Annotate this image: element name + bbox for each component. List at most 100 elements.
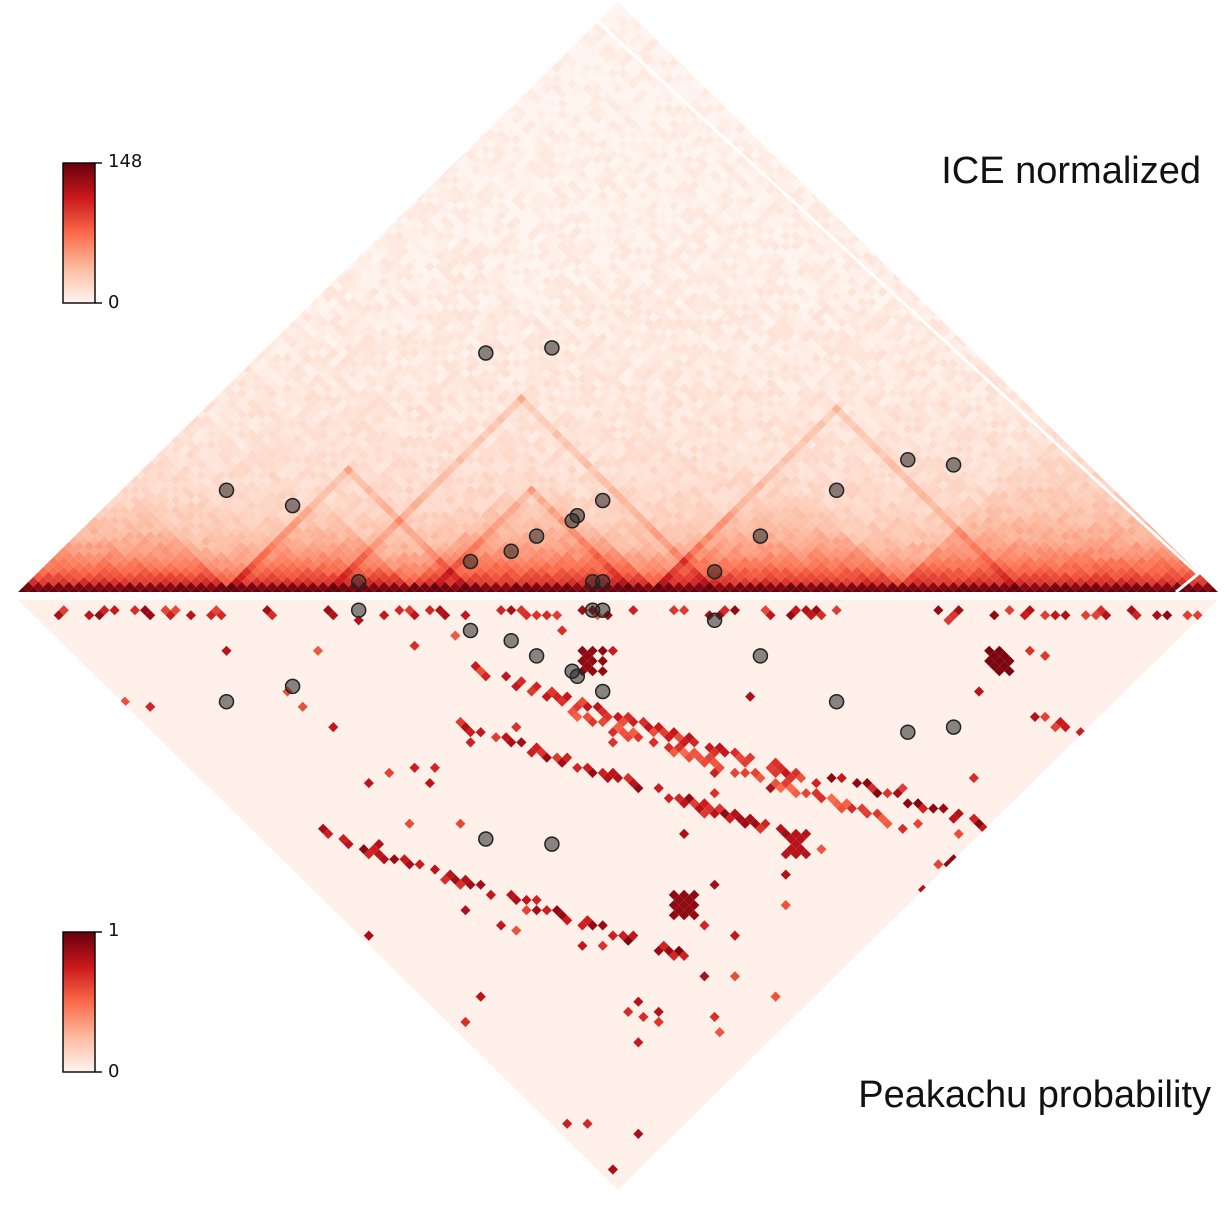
heatmap-cell [480, 185, 491, 196]
heatmap-cell [196, 531, 207, 542]
heatmap-cell [429, 266, 440, 277]
heatmap-cell [318, 368, 329, 379]
heatmap-cell [353, 332, 364, 343]
heatmap-cell [201, 505, 212, 516]
heatmap-cell [567, 129, 578, 140]
heatmap-cell [160, 536, 171, 547]
heatmap-cell [450, 246, 461, 257]
heatmap-cell [363, 261, 374, 272]
heatmap-cell [501, 114, 512, 125]
heatmap-cell [536, 170, 547, 181]
heatmap-cell [94, 551, 105, 562]
heatmap-cell [673, 63, 685, 74]
heatmap-cell [226, 398, 237, 409]
heatmap-cell [307, 480, 318, 491]
heatmap-cell [211, 556, 222, 567]
heatmap-cell [236, 459, 247, 470]
heatmap-cell [231, 546, 242, 557]
heatmap-cell [414, 241, 425, 252]
heatmap-cell [424, 332, 435, 343]
heatmap-cell [480, 236, 491, 247]
heatmap-cell [480, 276, 491, 287]
heatmap-cell [287, 429, 298, 440]
heatmap-cell [546, 78, 557, 89]
heatmap-cell [440, 236, 451, 247]
heatmap-cell [221, 505, 232, 516]
heatmap-cell [597, 78, 608, 89]
heatmap-cell [582, 63, 593, 74]
heatmap-cell [307, 419, 318, 430]
heatmap-cell [196, 470, 207, 481]
heatmap-cell [368, 266, 379, 277]
heatmap-cell [404, 302, 415, 313]
heatmap-cell [424, 281, 435, 292]
heatmap-cell [460, 307, 471, 318]
heatmap-cell [302, 302, 313, 313]
heatmap-cell [638, 78, 649, 89]
heatmap-cell [287, 459, 298, 470]
heatmap-cell [196, 419, 207, 430]
heatmap-cell [363, 383, 374, 394]
heatmap-cell [104, 531, 115, 542]
heatmap-cell [628, 37, 639, 48]
heatmap-cell [307, 398, 318, 409]
heatmap-cell [236, 368, 247, 379]
heatmap-cell [440, 195, 451, 206]
heatmap-cell [546, 68, 557, 79]
heatmap-cell [638, 139, 649, 150]
heatmap-cell [592, 144, 603, 155]
heatmap-cell [541, 73, 552, 84]
heatmap-cell [302, 363, 313, 374]
heatmap-cell [165, 541, 176, 552]
heatmap-cell [623, 12, 634, 23]
heatmap-cell [307, 297, 318, 308]
heatmap-cell [587, 119, 598, 130]
heatmap-cell [140, 525, 151, 537]
heatmap-cell [140, 556, 151, 567]
heatmap-cell [434, 332, 446, 343]
heatmap-cell [196, 490, 207, 501]
heatmap-cell [160, 525, 171, 537]
heatmap-cell [628, 27, 639, 38]
heatmap-cell [460, 164, 471, 176]
heatmap-cell [363, 302, 374, 313]
heatmap-cell [521, 256, 532, 267]
heatmap-cell [648, 58, 659, 69]
heatmap-cell [119, 495, 130, 506]
heatmap-cell [465, 292, 476, 303]
heatmap-cell [363, 251, 374, 262]
heatmap-cell [307, 470, 318, 481]
heatmap-cell [328, 449, 339, 460]
heatmap-cell [562, 63, 573, 74]
heatmap-cell [496, 231, 507, 242]
heatmap-cell [211, 576, 222, 587]
heatmap-cell [272, 505, 283, 516]
heatmap-cell [318, 358, 329, 369]
heatmap-cell [216, 429, 227, 440]
heatmap-cell [562, 144, 573, 155]
heatmap-cell [348, 358, 359, 369]
heatmap-cell [399, 256, 410, 267]
heatmap-cell [318, 429, 329, 440]
heatmap-cell [353, 414, 364, 425]
heatmap-cell [623, 134, 634, 145]
heatmap-cell [511, 266, 522, 277]
heatmap-cell [480, 134, 491, 145]
heatmap-cell [485, 159, 496, 170]
heatmap-cell [373, 271, 385, 282]
heatmap-cell [409, 327, 420, 338]
heatmap-cell [201, 546, 212, 557]
heatmap-cell [562, 93, 573, 104]
heatmap-cell [211, 403, 222, 414]
heatmap-cell [607, 37, 618, 48]
heatmap-cell [180, 546, 191, 557]
heatmap-cell [348, 388, 359, 399]
heatmap-cell [165, 551, 176, 562]
heatmap-cell [414, 261, 425, 272]
heatmap-cell [226, 500, 237, 511]
heatmap-cell [562, 114, 573, 125]
heatmap-cell [587, 129, 598, 140]
heatmap-cell [338, 388, 349, 399]
heatmap-cell [557, 139, 568, 150]
heatmap-cell [485, 251, 496, 262]
